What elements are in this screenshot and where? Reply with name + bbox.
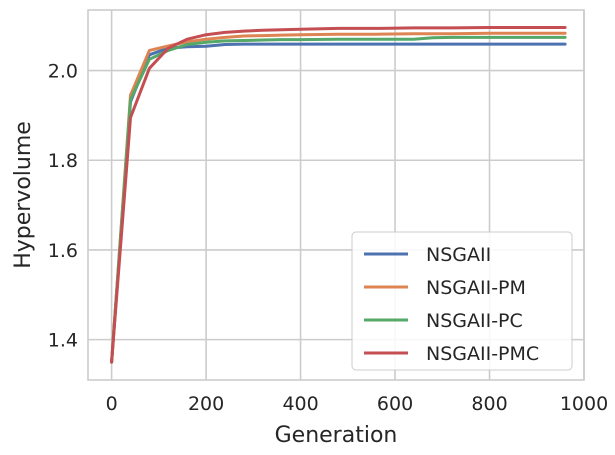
x-tick-label: 400	[282, 393, 318, 415]
series-line-nsgaii	[110, 42, 567, 364]
x-tick-label: 1000	[560, 393, 608, 415]
series-layer	[110, 26, 567, 364]
series-line-nsgaii-pc	[110, 35, 567, 364]
y-tick-label: 2.0	[48, 61, 78, 83]
y-axis-label: Hypervolume	[11, 121, 36, 269]
y-axis-ticks: 1.4 1.6 1.8 2.0	[48, 61, 78, 352]
legend-label-nsgaii-pc: NSGAII-PC	[426, 310, 523, 332]
x-tick-label: 600	[377, 393, 413, 415]
y-tick-label: 1.6	[48, 240, 78, 262]
x-axis-label: Generation	[275, 423, 398, 448]
x-tick-label: 200	[188, 393, 224, 415]
legend-label-nsgaii-pm: NSGAII-PM	[426, 277, 526, 299]
x-tick-label: 0	[106, 393, 118, 415]
y-tick-label: 1.8	[48, 150, 78, 172]
x-tick-label: 800	[471, 393, 507, 415]
legend-label-nsgaii-pmc: NSGAII-PMC	[426, 343, 539, 365]
legend: NSGAII NSGAII-PM NSGAII-PC NSGAII-PMC	[351, 231, 573, 371]
legend-label-nsgaii: NSGAII	[426, 244, 491, 266]
plot-area-frame	[87, 9, 585, 381]
series-line-nsgaii-pm	[110, 31, 567, 364]
y-tick-label: 1.4	[48, 330, 78, 352]
legend-box	[351, 231, 573, 371]
x-axis-ticks: 0 200 400 600 800 1000	[106, 393, 609, 415]
series-line-nsgaii-pmc	[110, 26, 567, 364]
